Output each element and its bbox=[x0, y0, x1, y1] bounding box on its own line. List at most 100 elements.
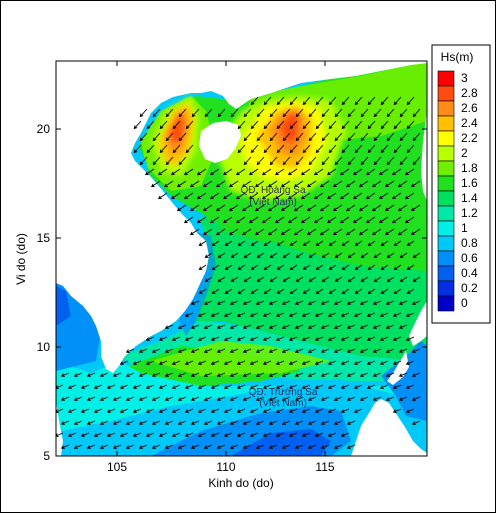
direction-arrow bbox=[328, 264, 337, 270]
direction-arrow bbox=[164, 444, 174, 449]
direction-arrow bbox=[248, 216, 259, 224]
direction-arrow bbox=[256, 156, 265, 166]
direction-arrow bbox=[236, 408, 246, 413]
direction-arrow bbox=[222, 192, 233, 200]
direction-arrow bbox=[393, 96, 402, 106]
direction-arrow bbox=[405, 384, 415, 389]
direction-arrow bbox=[340, 336, 350, 341]
direction-arrow bbox=[254, 204, 265, 212]
direction-arrow bbox=[346, 444, 356, 449]
direction-arrow bbox=[372, 372, 382, 377]
direction-arrow bbox=[276, 288, 285, 294]
direction-arrow bbox=[216, 300, 226, 305]
direction-arrow bbox=[393, 144, 402, 154]
direction-arrow bbox=[197, 408, 207, 413]
direction-arrow bbox=[178, 156, 187, 166]
direction-arrow bbox=[405, 312, 415, 317]
direction-arrow bbox=[275, 408, 285, 413]
direction-arrow bbox=[268, 372, 278, 377]
direction-arrow bbox=[345, 204, 356, 212]
direction-arrow bbox=[352, 216, 363, 224]
direction-arrow bbox=[346, 396, 356, 401]
direction-arrow bbox=[281, 444, 291, 449]
direction-arrow bbox=[393, 120, 402, 130]
direction-arrow bbox=[340, 408, 350, 413]
direction-arrow bbox=[67, 432, 77, 437]
y-tick-label: 20 bbox=[37, 122, 51, 136]
direction-arrow bbox=[288, 336, 298, 341]
direction-arrow bbox=[308, 132, 317, 142]
direction-arrow bbox=[209, 192, 220, 200]
direction-arrow bbox=[307, 396, 317, 401]
direction-arrow bbox=[346, 372, 356, 377]
direction-arrow bbox=[197, 336, 207, 341]
direction-arrow bbox=[399, 276, 408, 282]
direction-arrow bbox=[250, 120, 259, 130]
legend-swatch bbox=[437, 85, 455, 102]
direction-arrow bbox=[352, 192, 363, 200]
direction-arrow bbox=[197, 312, 207, 317]
direction-arrow bbox=[267, 228, 278, 236]
direction-arrow bbox=[243, 252, 252, 258]
direction-arrow bbox=[250, 288, 259, 294]
direction-arrow bbox=[319, 180, 330, 188]
legend-swatch bbox=[437, 265, 455, 282]
direction-arrow bbox=[326, 168, 337, 176]
direction-arrow bbox=[250, 240, 259, 246]
direction-arrow bbox=[314, 408, 324, 413]
direction-arrow bbox=[354, 96, 363, 106]
direction-arrow bbox=[366, 336, 376, 341]
direction-arrow bbox=[282, 132, 291, 142]
direction-arrow bbox=[236, 336, 246, 341]
direction-arrow bbox=[159, 144, 168, 154]
direction-arrow bbox=[203, 300, 213, 305]
direction-arrow bbox=[243, 108, 252, 118]
direction-arrow bbox=[255, 324, 265, 329]
direction-arrow bbox=[327, 408, 337, 413]
direction-arrow bbox=[289, 96, 298, 106]
direction-arrow bbox=[190, 324, 200, 329]
direction-arrow bbox=[275, 384, 285, 389]
direction-arrow bbox=[255, 300, 265, 305]
direction-arrow bbox=[138, 348, 148, 353]
direction-arrow bbox=[171, 408, 181, 413]
direction-arrow bbox=[275, 312, 285, 317]
direction-arrow bbox=[328, 120, 337, 130]
direction-arrow bbox=[170, 168, 181, 176]
direction-arrow bbox=[282, 156, 291, 166]
direction-arrow bbox=[275, 336, 285, 341]
direction-arrow bbox=[242, 348, 252, 353]
direction-arrow bbox=[138, 420, 148, 425]
direction-arrow bbox=[268, 324, 278, 329]
legend-swatch bbox=[437, 130, 455, 147]
direction-arrow bbox=[412, 132, 421, 142]
direction-arrow bbox=[269, 156, 278, 166]
direction-arrow bbox=[99, 372, 109, 377]
direction-arrow bbox=[308, 156, 317, 166]
direction-arrow bbox=[293, 180, 304, 188]
direction-arrow bbox=[152, 156, 161, 166]
direction-arrow bbox=[237, 240, 246, 246]
direction-arrow bbox=[411, 396, 421, 401]
direction-arrow bbox=[294, 420, 304, 425]
direction-arrow bbox=[341, 264, 350, 270]
direction-arrow bbox=[320, 348, 330, 353]
direction-arrow bbox=[223, 432, 233, 437]
direction-arrow bbox=[235, 168, 246, 176]
direction-arrow bbox=[315, 120, 324, 130]
direction-arrow bbox=[306, 180, 317, 188]
direction-arrow bbox=[203, 444, 213, 449]
direction-arrow bbox=[320, 300, 330, 305]
direction-arrow bbox=[346, 300, 356, 305]
direction-arrow bbox=[411, 348, 421, 353]
direction-arrow bbox=[242, 420, 252, 425]
y-tick-label: 10 bbox=[37, 340, 51, 354]
direction-arrow bbox=[223, 384, 233, 389]
direction-arrow bbox=[254, 180, 265, 188]
direction-arrow bbox=[263, 96, 272, 106]
direction-arrow bbox=[139, 156, 148, 166]
direction-arrow bbox=[67, 384, 77, 389]
direction-arrow bbox=[367, 288, 376, 294]
direction-arrow bbox=[332, 180, 343, 188]
direction-arrow bbox=[353, 384, 363, 389]
